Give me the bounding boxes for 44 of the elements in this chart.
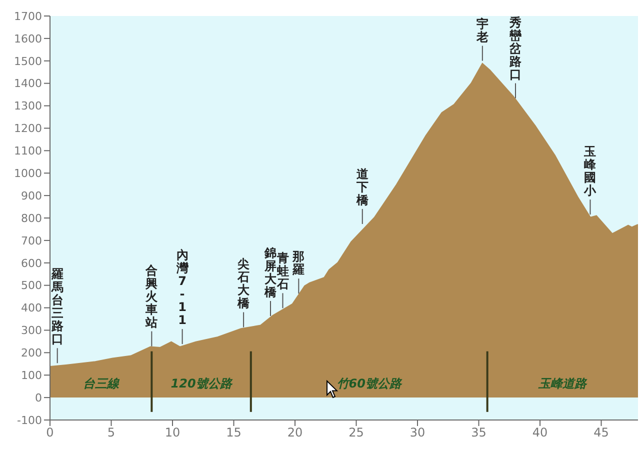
x-tick-label: 15 — [226, 426, 242, 440]
annotation: 青蛙石 — [276, 251, 289, 292]
y-tick-label: 700 — [21, 234, 42, 248]
y-tick-label: -100 — [17, 414, 42, 427]
x-tick-label: 5 — [107, 426, 116, 440]
x-tick-label: 45 — [594, 426, 609, 440]
y-tick-label: 0 — [35, 391, 42, 404]
y-tick-label: 100 — [21, 369, 42, 382]
y-tick-label: 300 — [21, 324, 42, 338]
x-tick-label: 20 — [287, 426, 303, 440]
x-tick-label: 35 — [471, 426, 486, 440]
annotation: 錦屏大橋 — [264, 246, 278, 299]
y-tick-label: 1400 — [14, 77, 42, 90]
x-tick-label: 10 — [164, 426, 180, 440]
annotation: 120號公路 — [170, 376, 233, 391]
annotation: 尖石大橋 — [236, 257, 251, 310]
y-tick-label: 1300 — [14, 100, 42, 113]
annotation: 合興火車站 — [144, 263, 159, 330]
x-tick-label: 0 — [46, 426, 54, 440]
y-tick-label: 1000 — [14, 167, 42, 180]
annotation: 玉峰道路 — [538, 376, 588, 391]
annotation: 竹60號公路 — [336, 376, 402, 391]
annotation: 台三線 — [82, 376, 120, 391]
y-tick-label: 1100 — [14, 144, 42, 158]
annotation: 那羅 — [292, 250, 305, 277]
y-tick-label: 1700 — [14, 10, 42, 23]
annotation: 秀巒岔路口 — [508, 15, 522, 82]
annotation: 玉峰國小 — [583, 144, 598, 198]
y-tick-label: 800 — [21, 212, 42, 225]
annotation: 宇老 — [475, 16, 488, 44]
y-tick-label: 1500 — [14, 54, 42, 68]
y-tick-label: 600 — [21, 256, 42, 270]
annotation: 道下橋 — [355, 166, 370, 207]
y-tick-label: 400 — [21, 302, 42, 315]
x-tick-label: 25 — [348, 426, 364, 440]
y-tick-label: 1200 — [14, 122, 42, 136]
y-tick-label: 500 — [21, 279, 42, 292]
y-tick-label: 1600 — [14, 32, 42, 46]
x-tick-label: 40 — [532, 426, 548, 440]
x-tick-label: 30 — [410, 426, 426, 440]
y-tick-label: 900 — [21, 189, 42, 202]
y-tick-label: 200 — [21, 346, 42, 360]
annotation: 內灣7-11 — [175, 248, 190, 328]
annotation: 羅馬台三路口 — [50, 267, 64, 346]
